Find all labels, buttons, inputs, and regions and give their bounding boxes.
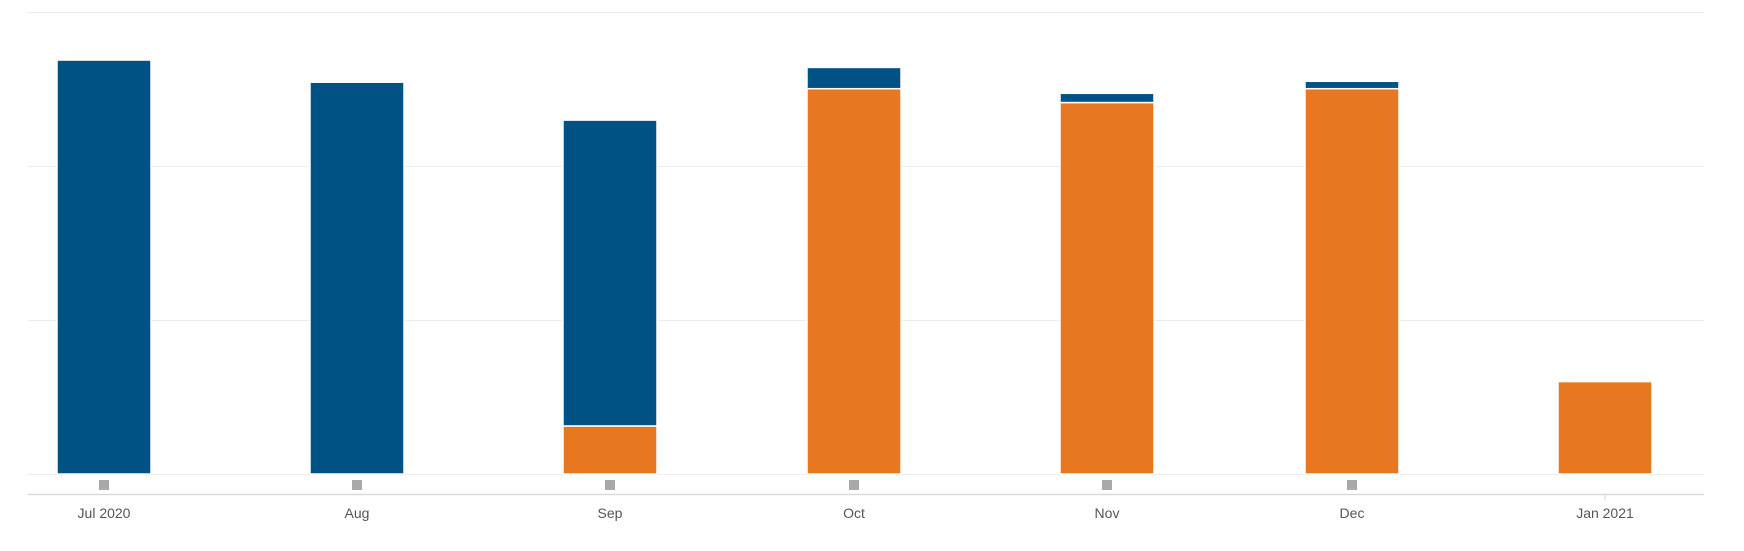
bar-segment[interactable]	[1059, 101, 1155, 475]
bar-segment[interactable]	[56, 59, 152, 475]
x-axis-markers	[99, 480, 1357, 490]
x-axis-marker	[605, 480, 615, 490]
bar-series	[56, 59, 1653, 475]
x-tick-label: Jan 2021	[1576, 505, 1634, 521]
bar-segment[interactable]	[1059, 92, 1155, 104]
x-axis	[28, 493, 1704, 501]
x-tick-label: Nov	[1095, 505, 1120, 521]
x-axis-marker	[1347, 480, 1357, 490]
bar-segment[interactable]	[1304, 80, 1400, 90]
bar-segment[interactable]	[1304, 87, 1400, 475]
x-tick-label: Oct	[843, 505, 865, 521]
x-tick-label: Aug	[345, 505, 370, 521]
x-tick-label: Jul 2020	[78, 505, 131, 521]
bar-segment[interactable]	[806, 66, 902, 90]
bar-segment[interactable]	[1557, 380, 1653, 475]
bar-segment[interactable]	[562, 425, 658, 475]
bar-segment[interactable]	[806, 87, 902, 475]
x-tick-label: Sep	[598, 505, 623, 521]
x-axis-marker	[1102, 480, 1112, 490]
bar-segment[interactable]	[562, 119, 658, 427]
x-axis-marker	[352, 480, 362, 490]
x-axis-tick-labels: Jul 2020 Aug Sep Oct Nov Dec Jan 2021	[78, 505, 1634, 521]
x-axis-marker	[849, 480, 859, 490]
x-axis-marker	[99, 480, 109, 490]
bar-segment[interactable]	[309, 81, 405, 475]
x-tick-label: Dec	[1340, 505, 1365, 521]
